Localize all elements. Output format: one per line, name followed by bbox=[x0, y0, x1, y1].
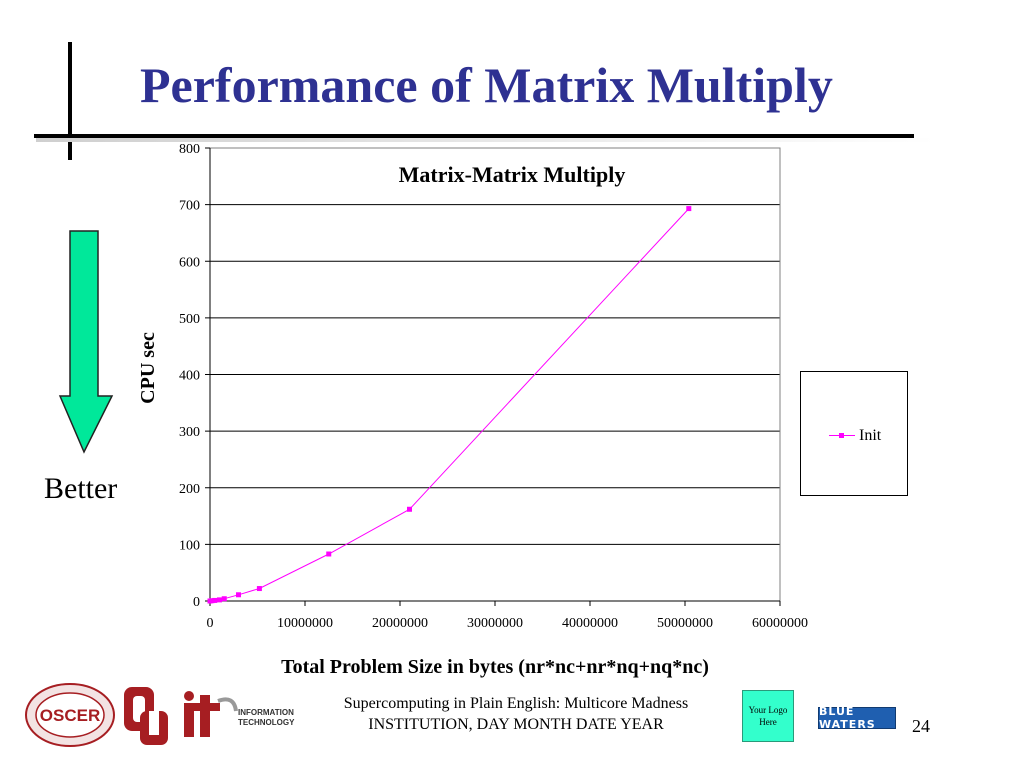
it-logo-line1: INFORMATION bbox=[238, 707, 294, 717]
legend-item-init: Init bbox=[829, 427, 881, 445]
chart-title: Matrix-Matrix Multiply bbox=[399, 162, 626, 187]
y-tick-label: 300 bbox=[179, 425, 200, 440]
y-tick-label: 500 bbox=[179, 312, 200, 327]
x-tick-label: 10000000 bbox=[277, 616, 333, 631]
y-tick-label: 800 bbox=[179, 142, 200, 157]
axes: 0 100 200 300 400 500 600 700 800 0 10000000 200000… bbox=[179, 142, 808, 631]
y-tick-label: 400 bbox=[179, 369, 200, 384]
oscer-logo-text: OSCER bbox=[40, 706, 100, 725]
your-logo-placeholder: Your Logo Here bbox=[742, 690, 794, 742]
decorative-vertical-line bbox=[68, 42, 72, 160]
oscer-logo-icon: OSCER bbox=[24, 682, 116, 753]
footer-logos: OSCER INFORMATION TECHNOLOGY bbox=[24, 682, 294, 753]
y-tick-label: 100 bbox=[179, 538, 200, 553]
x-tick-label: 20000000 bbox=[372, 616, 428, 631]
ou-logo-icon bbox=[120, 683, 170, 752]
data-point bbox=[221, 596, 227, 602]
data-point bbox=[217, 597, 222, 603]
data-point bbox=[326, 551, 332, 557]
better-label: Better bbox=[44, 472, 118, 505]
chart-legend: Init bbox=[800, 371, 908, 496]
x-tick-label: 40000000 bbox=[562, 616, 618, 631]
y-tick-label: 200 bbox=[179, 482, 200, 497]
gridlines bbox=[210, 147, 780, 602]
data-point bbox=[256, 586, 262, 592]
x-tick-label: 50000000 bbox=[657, 616, 713, 631]
it-logo-line2: TECHNOLOGY bbox=[238, 717, 295, 727]
footer-line1: Supercomputing in Plain English: Multico… bbox=[343, 695, 689, 712]
legend-label: Init bbox=[859, 427, 882, 444]
y-axis-label: CPU sec bbox=[137, 332, 159, 404]
data-point bbox=[209, 598, 215, 604]
series-layer bbox=[207, 206, 692, 604]
slide-title: Performance of Matrix Multiply bbox=[140, 57, 833, 113]
it-logo-icon: INFORMATION TECHNOLOGY bbox=[178, 690, 295, 745]
y-tick-label: 700 bbox=[179, 199, 200, 214]
x-axis-label: Total Problem Size in bytes (nr*nc+nr*nq… bbox=[281, 656, 709, 678]
page-number: 24 bbox=[912, 716, 930, 736]
x-tick-label: 60000000 bbox=[752, 616, 808, 631]
blue-waters-logo: BLUE WATERS bbox=[818, 705, 896, 731]
series-line bbox=[209, 208, 690, 602]
matrix-multiply-chart: 0 100 200 300 400 500 600 700 800 0 10000000 200000… bbox=[137, 142, 808, 678]
data-point bbox=[407, 506, 412, 512]
decorative-horizontal-line bbox=[34, 134, 914, 138]
data-point bbox=[686, 206, 692, 212]
x-tick-label: 30000000 bbox=[467, 616, 523, 631]
y-tick-label: 0 bbox=[193, 595, 200, 610]
data-point bbox=[212, 597, 218, 603]
data-point bbox=[236, 592, 241, 598]
legend-marker-icon bbox=[829, 431, 855, 441]
footer-line2: INSTITUTION, DAY MONTH DATE YEAR bbox=[368, 716, 664, 733]
down-arrow-icon bbox=[58, 230, 114, 459]
x-tick-label: 0 bbox=[207, 616, 214, 631]
y-tick-label: 600 bbox=[179, 255, 200, 270]
footer-text: Supercomputing in Plain English: Multico… bbox=[296, 693, 736, 735]
decorative-line-shadow bbox=[36, 138, 936, 142]
